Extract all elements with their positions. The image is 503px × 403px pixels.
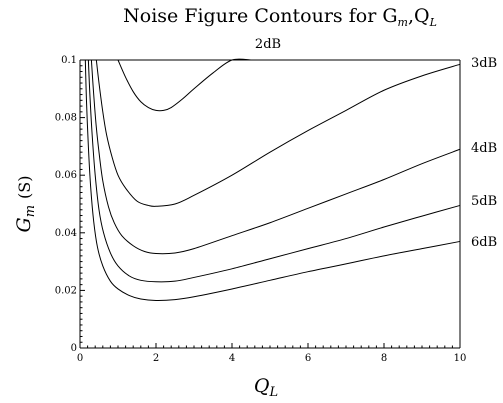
y-tick-label: 0.04 <box>55 228 77 239</box>
x-tick-label: 8 <box>381 353 387 364</box>
x-axis-label: QL <box>254 375 278 400</box>
contour-label-6db: 6dB <box>471 235 497 250</box>
y-axis-label-group: Gm(S) <box>13 176 38 233</box>
x-ticks: 0 2 4 6 8 10 <box>77 353 467 364</box>
x-tick-label: 10 <box>454 353 467 364</box>
x-tick-label: 0 <box>77 353 83 364</box>
contour-label-2db: 2dB <box>255 37 281 52</box>
y-tick-label: 0 <box>71 343 77 354</box>
contour-label-3db: 3dB <box>471 56 497 71</box>
contour-label-5db: 5dB <box>471 194 497 209</box>
contour-curve-2db <box>117 58 252 112</box>
chart-title: Noise Figure Contours for Gm,QL <box>123 5 437 29</box>
contour-curves <box>84 58 461 301</box>
y-tick-label: 0.08 <box>55 113 77 124</box>
contour-curve-6db <box>84 59 461 301</box>
x-tick-label: 2 <box>153 353 159 364</box>
y-tick-label: 0.1 <box>61 55 77 66</box>
contour-label-4db: 4dB <box>471 141 497 156</box>
y-tick-label: 0.06 <box>55 170 77 181</box>
y-axis-label: Gm(S) <box>13 176 38 233</box>
x-tick-label: 4 <box>229 353 235 364</box>
contour-curve-3db <box>95 59 461 207</box>
contour-curve-5db <box>87 59 461 283</box>
y-ticks: 0 0.02 0.04 0.06 0.08 0.1 <box>55 55 77 354</box>
x-tick-label: 6 <box>305 353 311 364</box>
minor-ticks <box>79 59 461 349</box>
y-tick-label: 0.02 <box>55 285 77 296</box>
contour-curve-4db <box>90 59 461 255</box>
